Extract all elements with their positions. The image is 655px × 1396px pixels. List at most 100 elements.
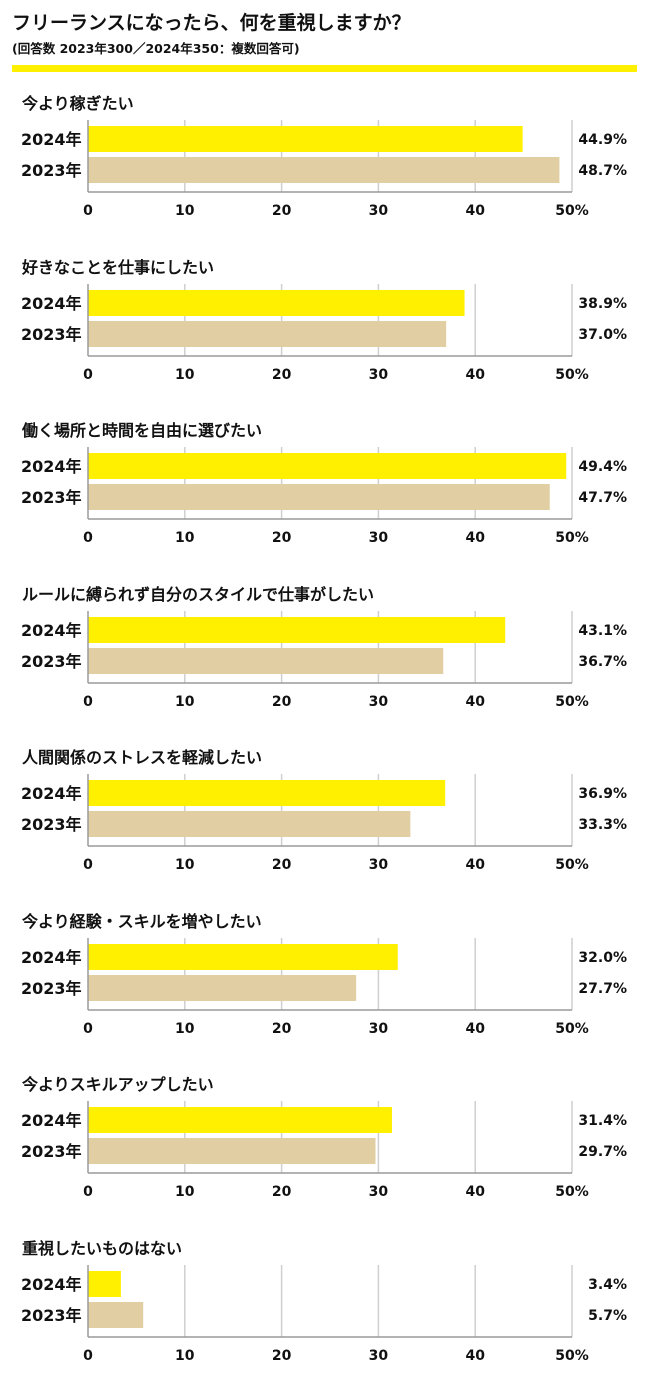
tick-label: 40 xyxy=(465,1021,485,1037)
series-label: 2024年 xyxy=(21,294,82,313)
data-label: 43.1% xyxy=(578,623,627,639)
bar-2024 xyxy=(88,1107,392,1133)
bar-2024 xyxy=(88,126,523,152)
bar-chart: 2024年 2023年 31.4% 29.7% 0 10 20 30 40 50% xyxy=(21,1101,627,1200)
series-label: 2024年 xyxy=(21,457,82,476)
tick-label: 20 xyxy=(272,530,292,546)
tick-label: 50% xyxy=(555,694,589,710)
data-label: 27.7% xyxy=(578,981,627,997)
tick-label: 10 xyxy=(175,203,195,219)
tick-label: 30 xyxy=(369,203,389,219)
data-label: 33.3% xyxy=(578,817,627,833)
tick-label: 40 xyxy=(465,203,485,219)
tick-label: 10 xyxy=(175,1021,195,1037)
bar-2024 xyxy=(88,943,398,970)
tick-label: 30 xyxy=(369,1184,389,1200)
category-label: 今より稼ぎたい xyxy=(22,94,134,113)
bar-2024 xyxy=(88,289,465,316)
tick-label: 0 xyxy=(83,1348,93,1364)
tick-label: 20 xyxy=(272,367,292,383)
tick-label: 10 xyxy=(175,1348,195,1364)
series-label: 2023年 xyxy=(21,979,82,998)
bar-2023 xyxy=(88,974,357,1001)
tick-label: 10 xyxy=(175,857,195,873)
series-label: 2023年 xyxy=(21,325,82,344)
tick-label: 30 xyxy=(369,857,389,873)
bar-2023 xyxy=(88,1301,144,1328)
bar-2024 xyxy=(88,616,506,643)
data-label: 48.7% xyxy=(578,163,627,179)
tick-label: 20 xyxy=(272,857,292,873)
tick-label: 40 xyxy=(465,1184,485,1200)
tick-label: 30 xyxy=(369,530,389,546)
tick-label: 0 xyxy=(83,857,93,873)
header-rule xyxy=(12,65,637,72)
series-label: 2024年 xyxy=(21,784,82,803)
series-label: 2024年 xyxy=(21,948,82,967)
series-label: 2024年 xyxy=(21,1111,82,1130)
tick-label: 0 xyxy=(83,530,93,546)
bar-2023 xyxy=(88,811,411,837)
tick-label: 50% xyxy=(555,367,589,383)
series-label: 2024年 xyxy=(21,621,82,640)
series-label: 2023年 xyxy=(21,815,82,834)
chart-title: フリーランスになったら、何を重視しますか？ xyxy=(12,12,411,34)
tick-label: 20 xyxy=(272,1348,292,1364)
tick-label: 50% xyxy=(555,1021,589,1037)
data-label: 29.7% xyxy=(578,1144,627,1160)
bar-2024 xyxy=(88,780,446,806)
chart-panel: 働く場所と時間を自由に選びたい 2024年 2023年 49.4% 47.7% 0 10 20… xyxy=(0,417,655,577)
bar-chart: 2024年 2023年 3.4% 5.7% 0 10 20 30 40 50% xyxy=(21,1264,627,1364)
bar-2023 xyxy=(88,320,447,347)
bar-chart: 2024年 2023年 36.9% 33.3% 0 10 20 30 40 50% xyxy=(21,774,627,873)
bar-2023 xyxy=(88,1138,376,1164)
tick-label: 10 xyxy=(175,530,195,546)
tick-label: 20 xyxy=(272,694,292,710)
tick-label: 30 xyxy=(369,1021,389,1037)
data-label: 49.4% xyxy=(578,459,627,475)
tick-label: 10 xyxy=(175,1184,195,1200)
data-label: 5.7% xyxy=(588,1308,627,1324)
tick-label: 40 xyxy=(465,857,485,873)
tick-label: 0 xyxy=(83,1021,93,1037)
bar-chart: 2024年 2023年 43.1% 36.7% 0 10 20 30 40 50% xyxy=(21,610,627,710)
data-label: 37.0% xyxy=(578,327,627,343)
chart-panel: 人間関係のストレスを軽減したい 2024年 2023年 36.9% 33.3% 0 10 20… xyxy=(0,744,655,904)
data-label: 36.7% xyxy=(578,654,627,670)
data-label: 36.9% xyxy=(578,786,627,802)
bar-2023 xyxy=(88,647,444,674)
chart-panel: 今より稼ぎたい 2024年 2023年 44.9% 48.7% 0 10 20 30 40 50% xyxy=(0,90,655,250)
bar-2024 xyxy=(88,1270,121,1297)
tick-label: 50% xyxy=(555,1348,589,1364)
data-label: 44.9% xyxy=(578,132,627,148)
series-label: 2023年 xyxy=(21,161,82,180)
tick-label: 40 xyxy=(465,1348,485,1364)
chart-panel: 重視したいものはない 2024年 2023年 3.4% 5.7% 0 10 20 30 40 50% xyxy=(0,1235,655,1395)
category-label: 人間関係のストレスを軽減したい xyxy=(22,748,263,767)
bar-chart: 2024年 2023年 49.4% 47.7% 0 10 20 30 40 50% xyxy=(21,447,627,546)
bar-2023 xyxy=(88,157,560,183)
category-label: 今よりスキルアップしたい xyxy=(22,1075,214,1094)
tick-label: 40 xyxy=(465,694,485,710)
chart-panel: 今よりスキルアップしたい 2024年 2023年 31.4% 29.7% 0 10 20 30 4… xyxy=(0,1071,655,1231)
tick-label: 20 xyxy=(272,203,292,219)
bar-chart: 2024年 2023年 32.0% 27.7% 0 10 20 30 40 50% xyxy=(21,937,627,1037)
tick-label: 30 xyxy=(369,694,389,710)
tick-label: 40 xyxy=(465,530,485,546)
tick-label: 20 xyxy=(272,1021,292,1037)
tick-label: 10 xyxy=(175,694,195,710)
data-label: 38.9% xyxy=(578,296,627,312)
category-label: 好きなことを仕事にしたい xyxy=(22,257,215,277)
chart-panel: 今より経験・スキルを増やしたい 2024年 2023年 32.0% 27.7% 0 10 20… xyxy=(0,908,655,1068)
bar-2023 xyxy=(88,484,550,510)
series-label: 2023年 xyxy=(21,1306,82,1325)
category-label: 今より経験・スキルを増やしたい xyxy=(22,911,262,931)
tick-label: 0 xyxy=(83,694,93,710)
data-label: 31.4% xyxy=(578,1113,627,1129)
tick-label: 50% xyxy=(555,530,589,546)
tick-label: 30 xyxy=(369,1348,389,1364)
chart-panel: 好きなことを仕事にしたい 2024年 2023年 38.9% 37.0% 0 10 20 30 4… xyxy=(0,254,655,414)
tick-label: 50% xyxy=(555,203,589,219)
tick-label: 0 xyxy=(83,203,93,219)
chart-panel: ルールに縛られず自分のスタイルで仕事がしたい 2024年 2023年 43.1% 36.… xyxy=(0,581,655,741)
